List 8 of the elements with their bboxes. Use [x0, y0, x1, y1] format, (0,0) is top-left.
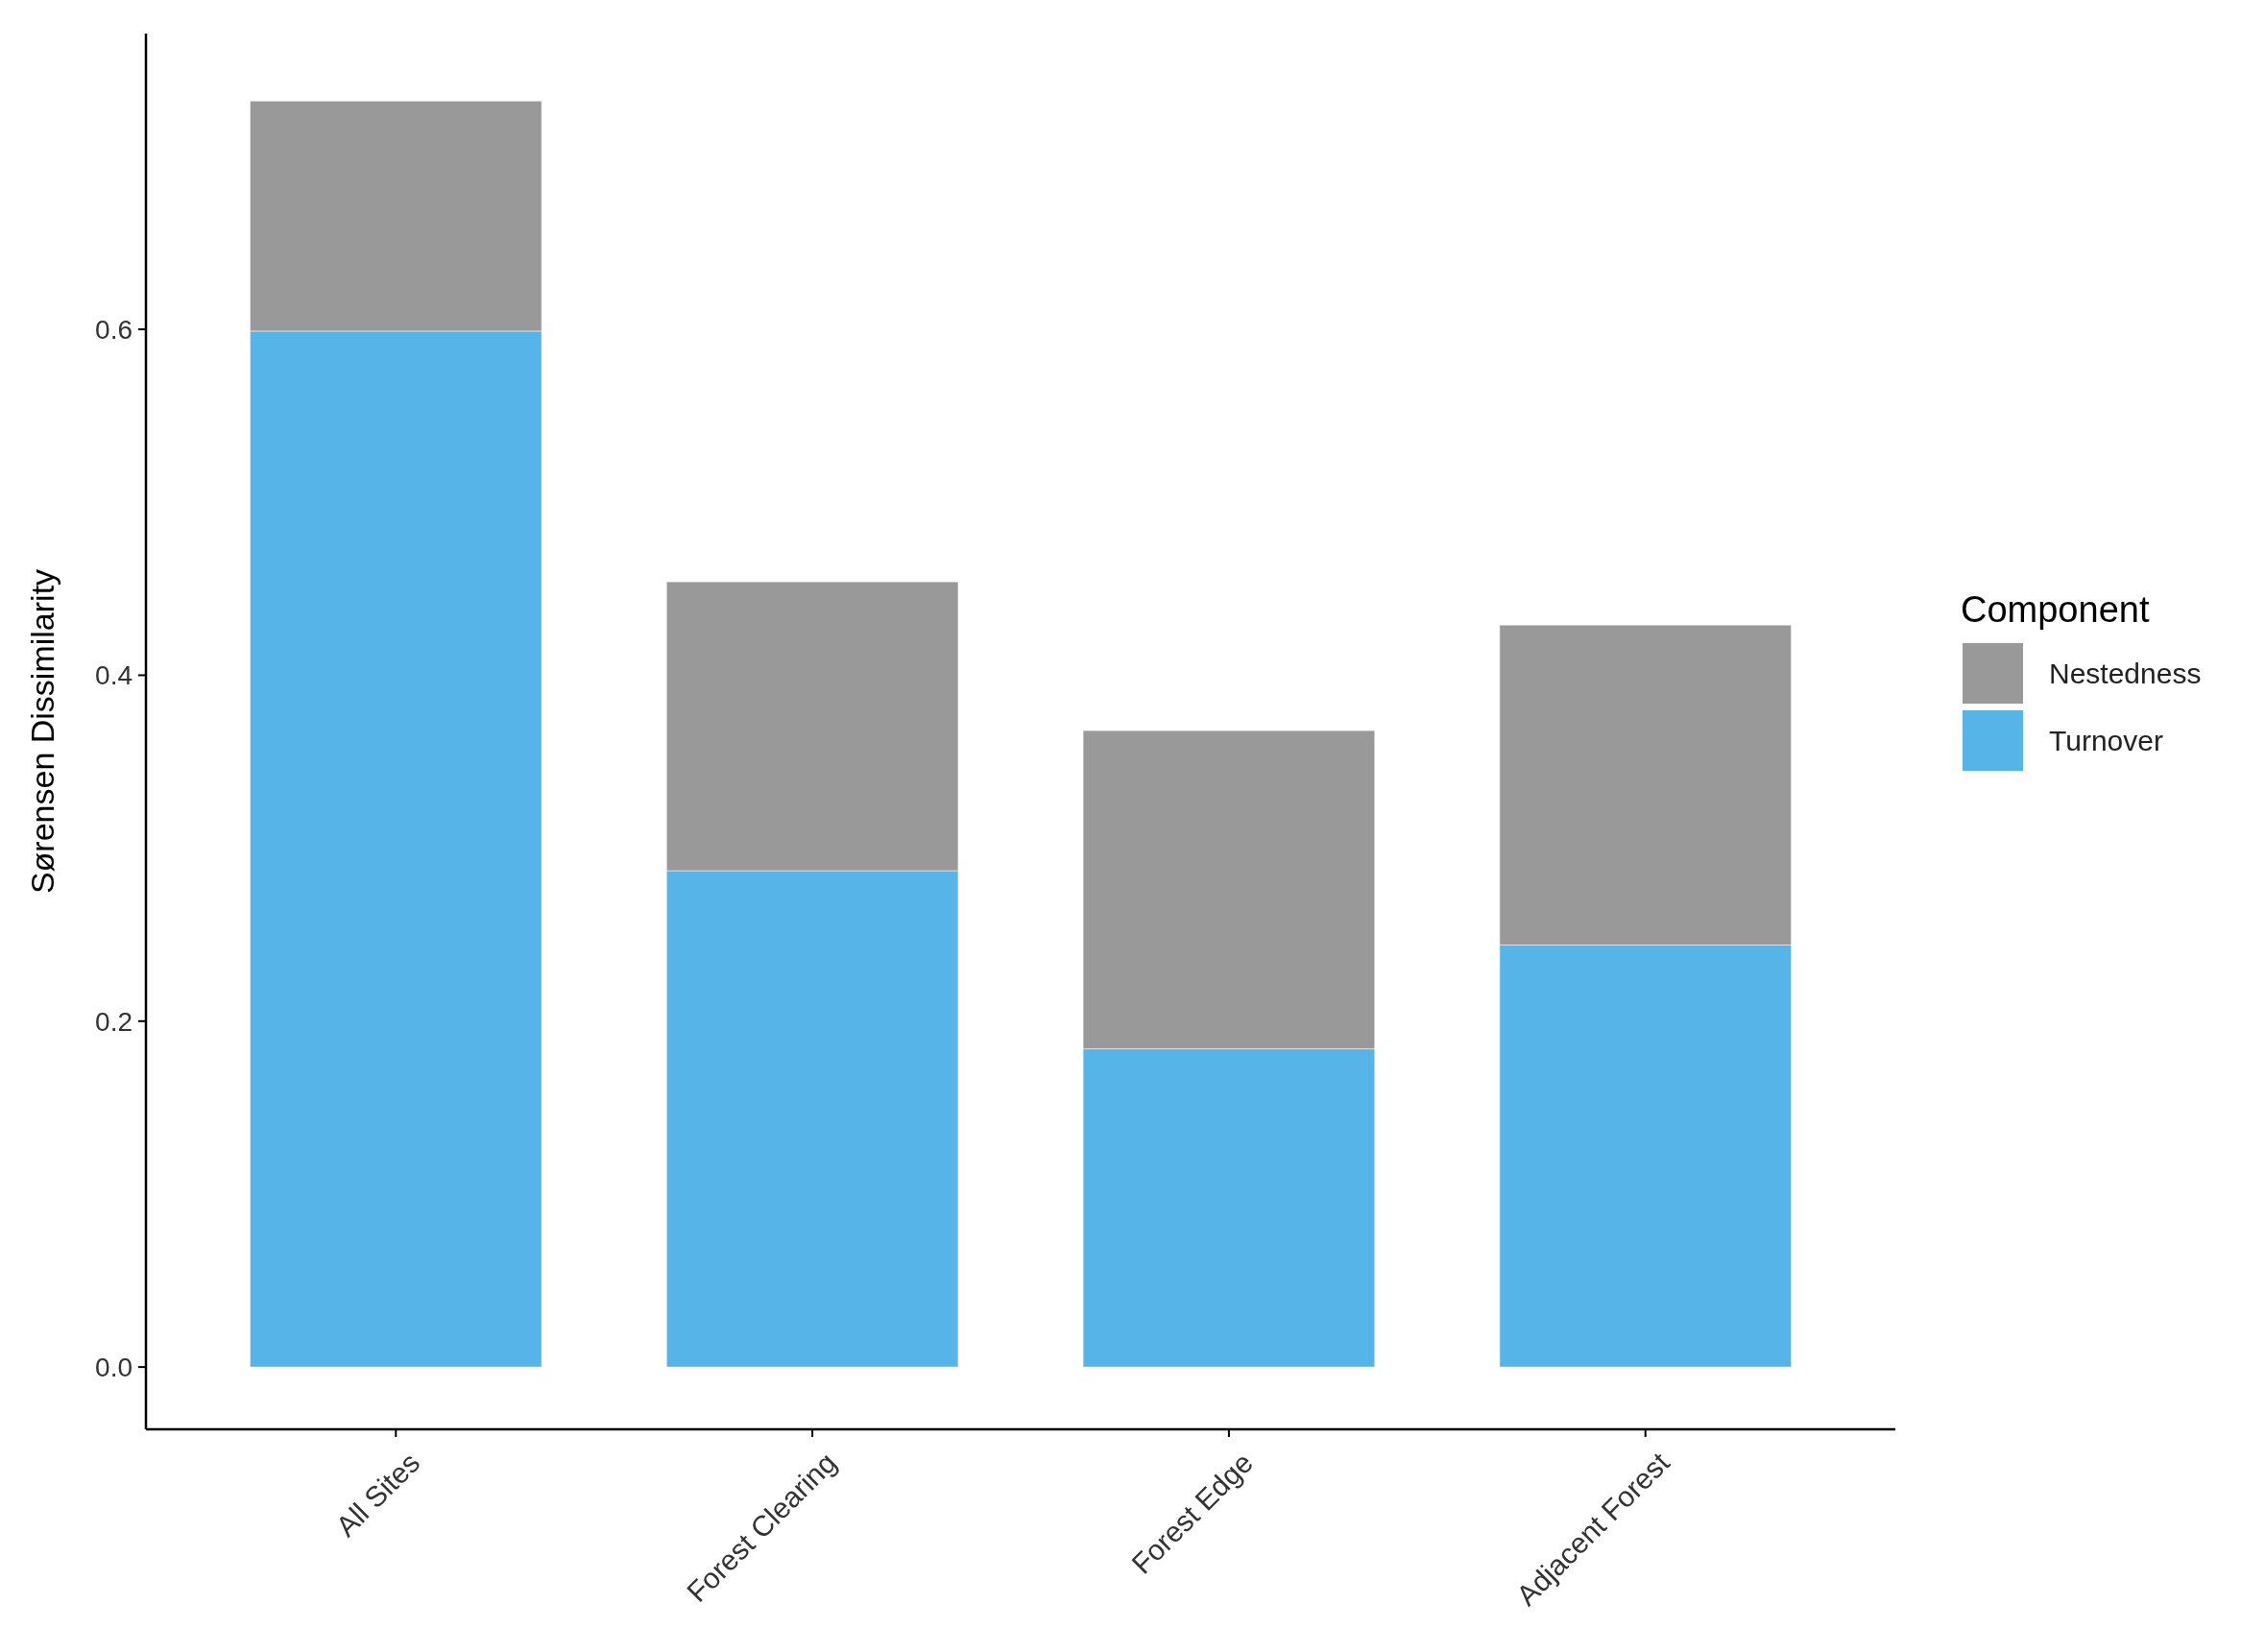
y-tick-label: 0.2 — [95, 1006, 133, 1037]
legend-label: Turnover — [2049, 725, 2163, 756]
y-axis-title: Sørensen Dissimilarity — [24, 568, 60, 895]
legend-title: Component — [1961, 589, 2150, 630]
legend-label: Nestedness — [2049, 658, 2202, 689]
y-tick-label: 0.4 — [95, 660, 133, 691]
y-tick-label: 0.6 — [95, 314, 133, 345]
y-tick-label: 0.0 — [95, 1352, 133, 1382]
